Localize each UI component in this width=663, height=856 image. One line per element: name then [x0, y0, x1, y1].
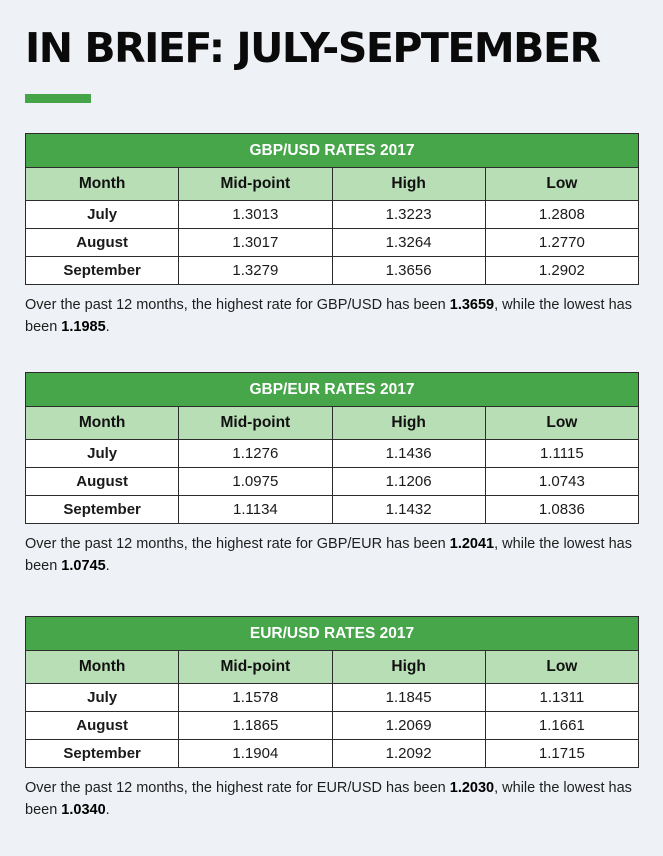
table-caption: GBP/USD RATES 2017 [25, 133, 639, 168]
eur-usd-rates-table: EUR/USD RATES 2017 Month Mid-point High … [24, 616, 640, 768]
column-header-month: Month [24, 406, 180, 440]
lowest-rate-value: 1.0745 [61, 558, 106, 574]
low-cell: 1.1715 [484, 739, 640, 768]
low-cell: 1.1115 [484, 439, 640, 468]
table-row: July 1.1578 1.1845 1.1311 [24, 683, 640, 712]
rate-summary-note: Over the past 12 months, the highest rat… [25, 777, 639, 821]
month-cell: July [24, 439, 180, 468]
gbp-usd-rates-table: GBP/USD RATES 2017 Month Mid-point High … [24, 133, 640, 285]
highest-rate-value: 1.2030 [449, 780, 495, 796]
month-cell: July [24, 683, 180, 712]
table-row: August 1.1865 1.2069 1.1661 [24, 711, 640, 740]
mid-point-cell: 1.1134 [178, 495, 333, 524]
note-text: Over the past 12 months, the highest rat… [25, 297, 450, 313]
low-cell: 1.0836 [484, 495, 640, 524]
low-cell: 1.1661 [484, 711, 640, 740]
gbp-eur-section: GBP/EUR RATES 2017 Month Mid-point High … [24, 372, 640, 577]
column-header-low: Low [484, 406, 640, 440]
page-title: IN BRIEF: JULY-SEPTEMBER [25, 24, 601, 72]
table-row: September 1.1134 1.1432 1.0836 [24, 495, 640, 524]
month-cell: August [24, 228, 180, 257]
column-header-high: High [331, 406, 486, 440]
highest-rate-value: 1.2041 [449, 536, 495, 552]
high-cell: 1.1436 [331, 439, 486, 468]
high-cell: 1.1432 [331, 495, 486, 524]
table-row: August 1.3017 1.3264 1.2770 [24, 228, 640, 257]
note-text: . [105, 558, 110, 574]
month-cell: September [24, 739, 180, 768]
gbp-usd-section: GBP/USD RATES 2017 Month Mid-point High … [24, 133, 640, 338]
low-cell: 1.2902 [484, 256, 640, 285]
note-text: . [105, 319, 110, 335]
lowest-rate-value: 1.1985 [61, 319, 106, 335]
month-cell: September [24, 256, 180, 285]
note-text: Over the past 12 months, the highest rat… [25, 780, 450, 796]
eur-usd-section: EUR/USD RATES 2017 Month Mid-point High … [24, 616, 640, 821]
mid-point-cell: 1.1578 [178, 683, 333, 712]
column-header-high: High [331, 167, 486, 201]
high-cell: 1.2069 [331, 711, 486, 740]
note-text: , while the lowest has been [25, 297, 632, 335]
mid-point-cell: 1.1904 [178, 739, 333, 768]
highest-rate-value: 1.3659 [449, 297, 495, 313]
month-cell: August [24, 467, 180, 496]
low-cell: 1.1311 [484, 683, 640, 712]
low-cell: 1.2770 [484, 228, 640, 257]
column-header-high: High [331, 650, 486, 684]
rate-summary-note: Over the past 12 months, the highest rat… [25, 294, 639, 338]
note-text: , while the lowest has been [25, 536, 632, 574]
high-cell: 1.3264 [331, 228, 486, 257]
column-header-mid-point: Mid-point [178, 650, 333, 684]
table-row: September 1.3279 1.3656 1.2902 [24, 256, 640, 285]
month-cell: July [24, 200, 180, 229]
mid-point-cell: 1.1865 [178, 711, 333, 740]
column-header-low: Low [484, 650, 640, 684]
high-cell: 1.2092 [331, 739, 486, 768]
gbp-eur-rates-table: GBP/EUR RATES 2017 Month Mid-point High … [24, 372, 640, 524]
note-text: . [105, 802, 110, 818]
column-header-mid-point: Mid-point [178, 167, 333, 201]
table-row: July 1.1276 1.1436 1.1115 [24, 439, 640, 468]
high-cell: 1.1845 [331, 683, 486, 712]
mid-point-cell: 1.3279 [178, 256, 333, 285]
title-accent-bar [25, 94, 91, 103]
high-cell: 1.1206 [331, 467, 486, 496]
mid-point-cell: 1.1276 [178, 439, 333, 468]
month-cell: September [24, 495, 180, 524]
table-caption: EUR/USD RATES 2017 [25, 616, 639, 651]
column-header-month: Month [24, 650, 180, 684]
table-row: August 1.0975 1.1206 1.0743 [24, 467, 640, 496]
month-cell: August [24, 711, 180, 740]
rate-summary-note: Over the past 12 months, the highest rat… [25, 533, 639, 577]
lowest-rate-value: 1.0340 [61, 802, 106, 818]
high-cell: 1.3656 [331, 256, 486, 285]
table-row: September 1.1904 1.2092 1.1715 [24, 739, 640, 768]
mid-point-cell: 1.0975 [178, 467, 333, 496]
table-row: July 1.3013 1.3223 1.2808 [24, 200, 640, 229]
column-header-low: Low [484, 167, 640, 201]
table-caption: GBP/EUR RATES 2017 [25, 372, 639, 407]
column-header-mid-point: Mid-point [178, 406, 333, 440]
mid-point-cell: 1.3013 [178, 200, 333, 229]
high-cell: 1.3223 [331, 200, 486, 229]
note-text: Over the past 12 months, the highest rat… [25, 536, 450, 552]
low-cell: 1.2808 [484, 200, 640, 229]
low-cell: 1.0743 [484, 467, 640, 496]
mid-point-cell: 1.3017 [178, 228, 333, 257]
note-text: , while the lowest has been [25, 780, 632, 818]
column-header-month: Month [24, 167, 180, 201]
